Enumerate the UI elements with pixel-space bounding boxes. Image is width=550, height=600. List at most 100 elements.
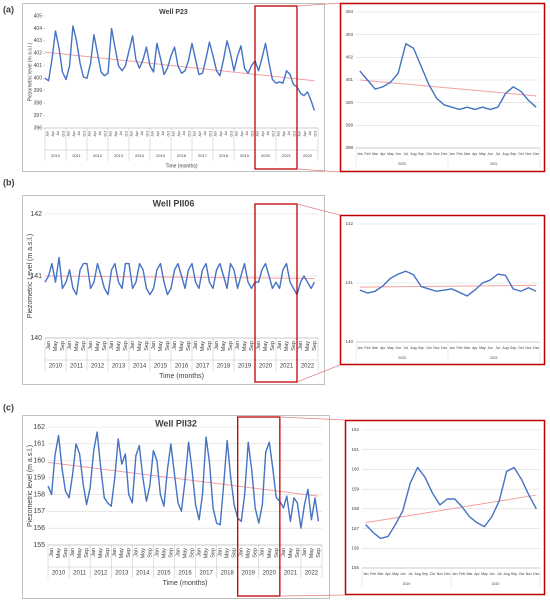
series-line <box>44 256 316 296</box>
year-label: 2022 <box>301 364 315 370</box>
year-label: 2015 <box>154 364 168 370</box>
month-label: Sep <box>189 548 195 558</box>
month-label: Jul <box>161 131 165 136</box>
y-tick-label: 401 <box>345 77 353 82</box>
month-label: Jan <box>130 341 136 350</box>
month-label: Jan <box>218 548 224 557</box>
zoom-frame <box>339 2 546 173</box>
trend-line <box>359 79 537 97</box>
y-tick-label: 396 <box>34 125 43 131</box>
month-label: Mar <box>467 572 474 576</box>
month-label: May <box>182 548 188 559</box>
month-label: Apr <box>472 152 478 156</box>
y-axis-title: Piezometric level (m a.s.l.) <box>27 445 34 527</box>
month-label: May <box>479 346 486 350</box>
month-label: May <box>225 548 231 559</box>
month-label: May <box>221 341 227 352</box>
panel-frame <box>22 415 330 599</box>
month-label: Jan <box>133 548 139 557</box>
month-label: Sep <box>274 548 280 558</box>
month-label: Mar <box>464 346 471 350</box>
month-label: Jan <box>175 548 181 557</box>
year-label: 2013 <box>112 364 126 370</box>
year-label: 2015 <box>157 571 171 577</box>
month-label: Apr <box>198 130 202 136</box>
month-label: May <box>246 548 252 559</box>
month-label: May <box>53 341 59 352</box>
trend-line <box>365 494 537 524</box>
month-label: Dec <box>441 346 447 350</box>
y-tick-label: 142 <box>345 221 353 226</box>
y-axis-title: Piezometric level (m a.s.l.) <box>27 42 33 101</box>
month-label: Sep <box>126 548 132 558</box>
month-label: Oct <box>519 572 524 576</box>
month-label: Apr <box>219 130 223 136</box>
month-label: Oct <box>426 346 431 350</box>
month-label: May <box>161 548 167 559</box>
y-tick-label: 160 <box>33 458 45 465</box>
month-label: Sep <box>211 548 217 558</box>
month-label: Feb <box>456 346 462 350</box>
month-label: Jan <box>357 346 363 350</box>
month-label: Apr <box>135 130 139 136</box>
month-label: May <box>479 152 486 156</box>
y-tick-label: 157 <box>351 526 359 531</box>
month-label: May <box>242 341 248 352</box>
month-label: Nov <box>525 346 531 350</box>
month-label: Aug <box>415 572 421 576</box>
month-label: Dec <box>533 152 539 156</box>
month-label: Jan <box>130 131 134 137</box>
y-tick-label: 140 <box>30 335 42 342</box>
year-label: 2016 <box>175 364 189 370</box>
month-label: Dec <box>441 152 447 156</box>
month-label: Jan <box>298 341 304 350</box>
year-label: 2010 <box>52 571 66 577</box>
month-label: Jan <box>88 341 94 350</box>
year-label: 2015 <box>156 153 166 158</box>
month-label: Sep <box>165 341 171 351</box>
month-label: May <box>204 548 210 559</box>
month-label: Jun <box>487 152 493 156</box>
series-line <box>359 43 537 111</box>
month-label: Sep <box>270 341 276 351</box>
month-label: Jul <box>404 152 409 156</box>
month-label: Jan <box>151 341 157 350</box>
month-label: Sep <box>168 548 174 558</box>
year-label: 2020 <box>263 571 277 577</box>
month-label: May <box>137 341 143 352</box>
month-label: Jan <box>214 341 220 350</box>
month-label: Jan <box>363 572 369 576</box>
zoom-highlight <box>254 203 298 383</box>
month-label: Jan <box>449 152 455 156</box>
year-label: 2019 <box>242 571 256 577</box>
month-label: Jan <box>151 131 155 137</box>
y-tick-label: 402 <box>34 51 43 57</box>
year-label: 2011 <box>73 571 87 577</box>
x-axis-title: Time (months) <box>165 163 197 169</box>
year-label: 2011 <box>72 153 81 158</box>
month-label: Sep <box>144 341 150 351</box>
month-label: Jun <box>489 572 495 576</box>
month-label: Apr <box>93 130 97 136</box>
month-label: May <box>119 548 125 559</box>
month-label: Sep <box>147 548 153 558</box>
month-label: Aug <box>410 152 416 156</box>
year-label: 2021 <box>490 356 498 360</box>
month-label: Jan <box>154 548 160 557</box>
y-tick-label: 142 <box>30 211 42 218</box>
y-tick-label: 161 <box>33 441 45 448</box>
month-label: Jan <box>256 341 262 350</box>
month-label: May <box>200 341 206 352</box>
month-label: Nov <box>526 572 532 576</box>
month-label: Jan <box>277 131 281 137</box>
year-label: 2017 <box>198 153 208 158</box>
zoom-connector <box>296 364 341 383</box>
month-label: May <box>387 152 394 156</box>
zoom-connector <box>279 594 346 597</box>
y-tick-label: 399 <box>345 123 353 128</box>
month-label: May <box>56 548 62 559</box>
month-label: May <box>140 548 146 559</box>
month-label: May <box>116 341 122 352</box>
month-label: Oct <box>103 131 107 136</box>
